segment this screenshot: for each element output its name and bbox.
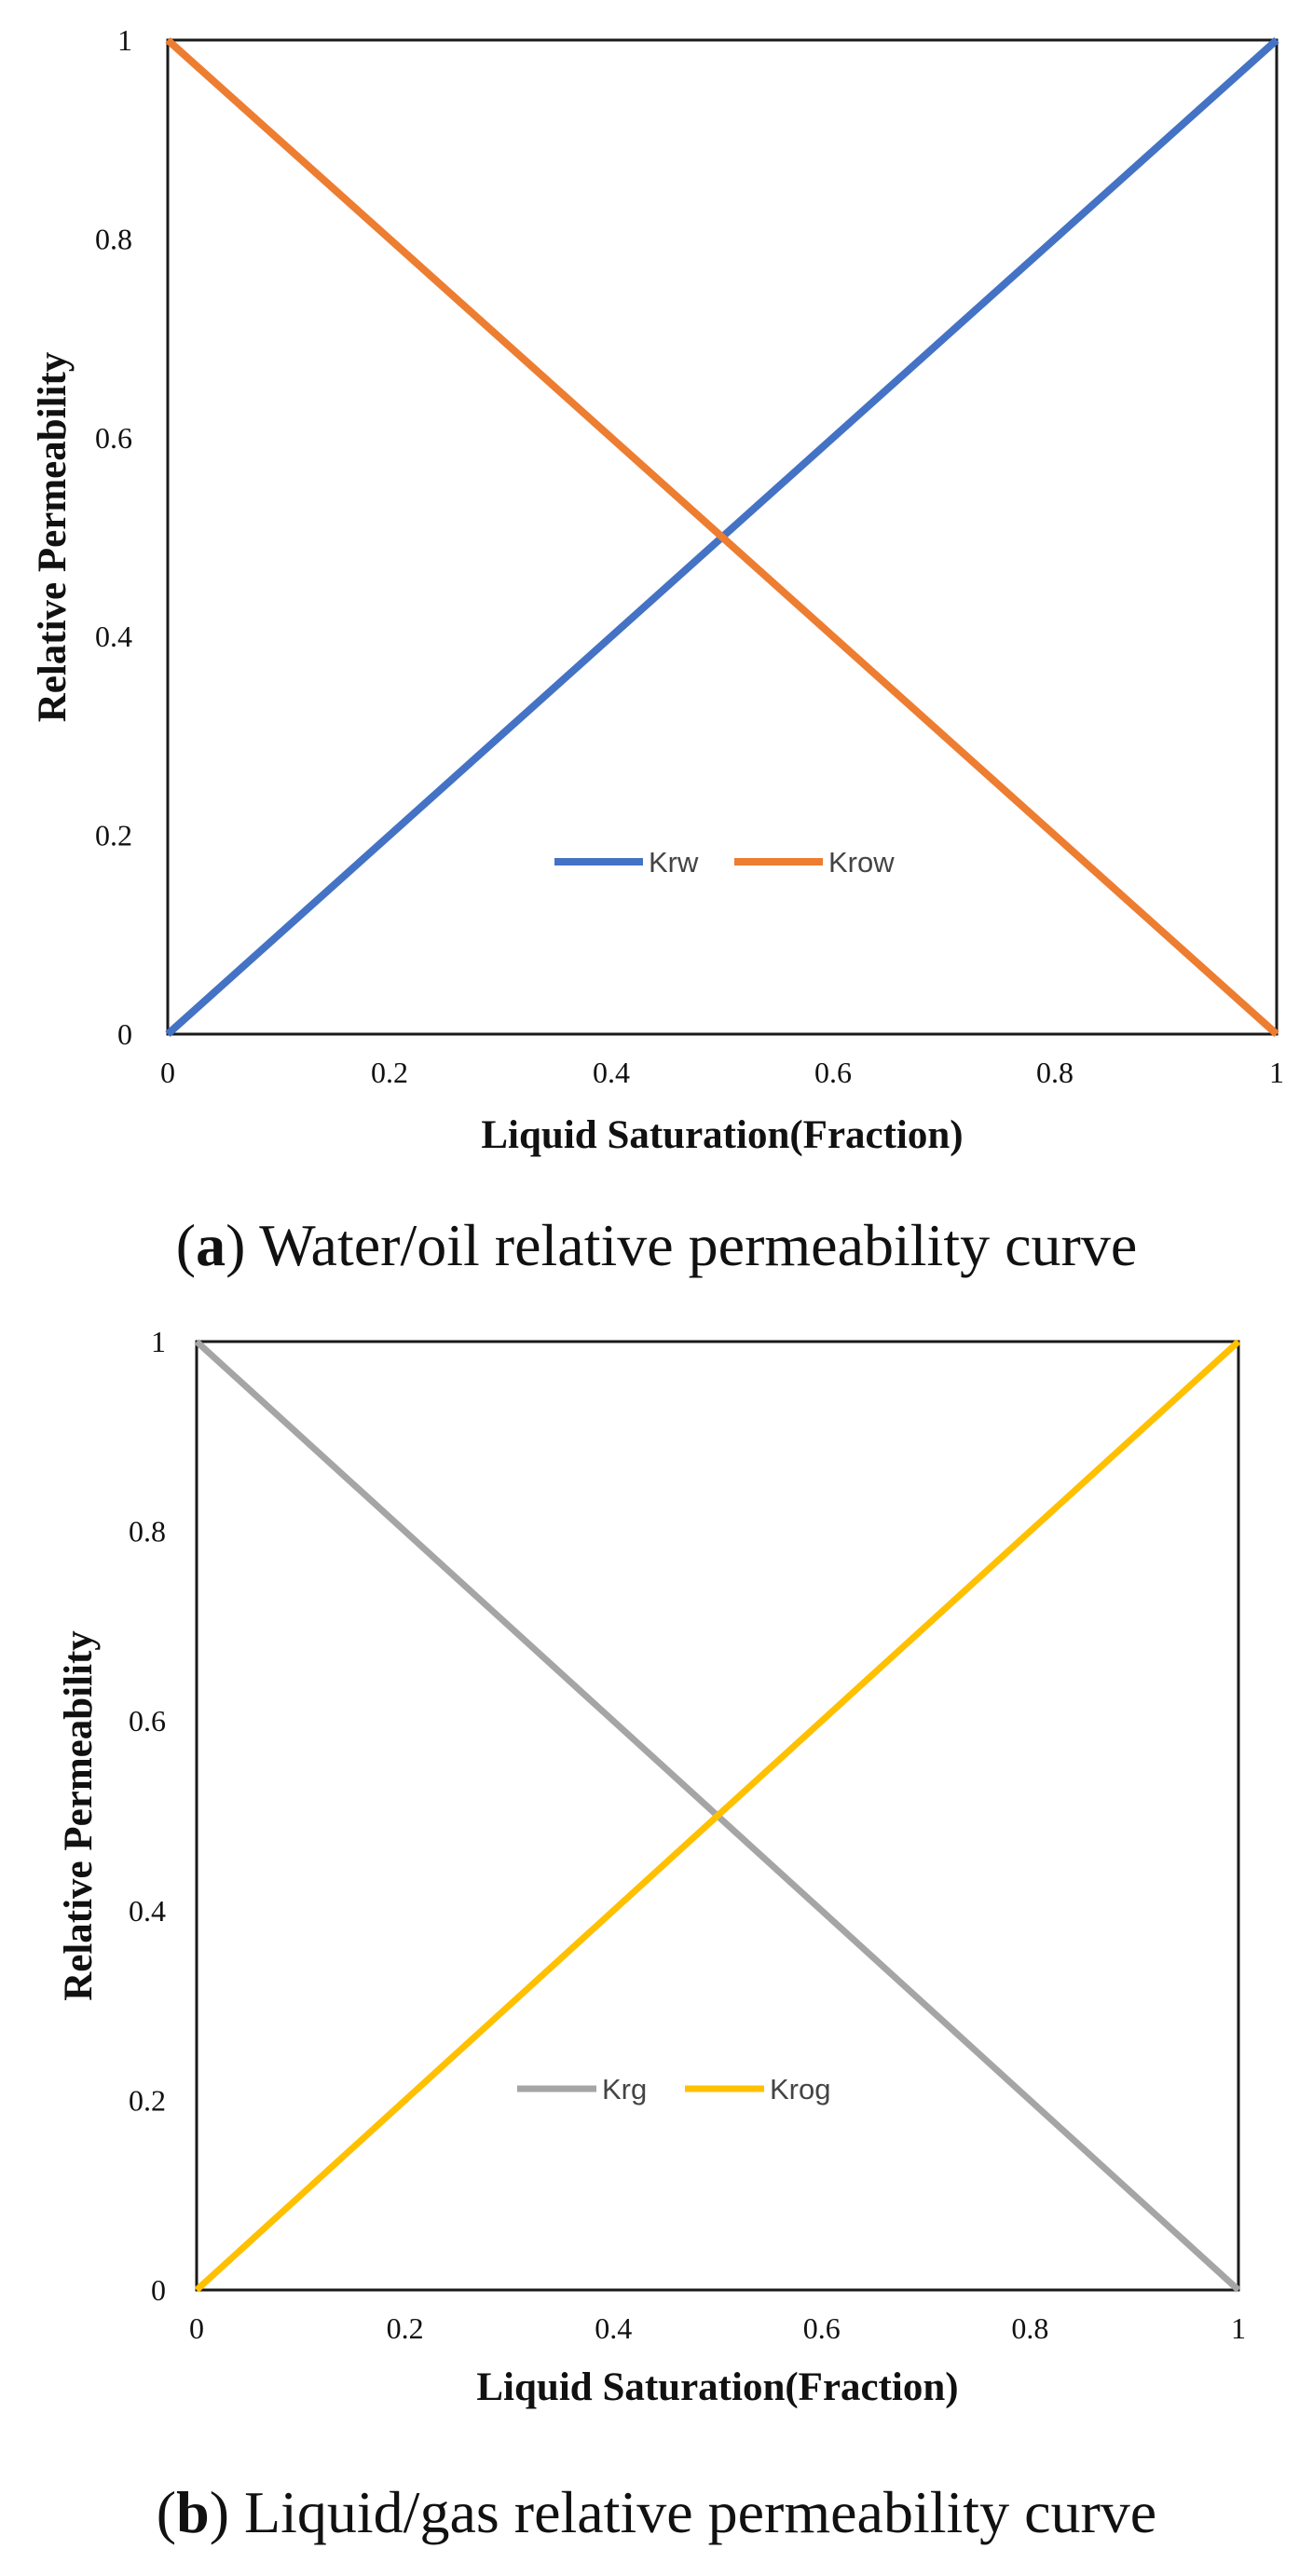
y-tick-label: 0 bbox=[151, 2273, 166, 2307]
plot-area-frame bbox=[166, 38, 1279, 1036]
x-tick-label: 0.8 bbox=[1036, 1056, 1074, 1089]
caption-a-letter: a bbox=[196, 1212, 226, 1278]
y-tick-label: 0 bbox=[117, 1017, 132, 1051]
x-tick-label: 0.2 bbox=[371, 1056, 408, 1089]
y-tick-label: 0.6 bbox=[95, 421, 132, 455]
y-tick-label: 0.2 bbox=[129, 2083, 166, 2117]
chart-a-water-oil: 0 0.2 0.4 0.6 0.8 1 0 0.2 0.4 0.6 0.8 1 Liquid Satur… bbox=[31, 23, 1284, 1157]
x-tick-label: 0.6 bbox=[803, 2311, 841, 2345]
caption-a-text: ) Water/oil relative permeability curve bbox=[226, 1212, 1138, 1278]
caption-b-text: ) Liquid/gas relative permeability curve bbox=[209, 2479, 1157, 2545]
y-tick-label: 0.4 bbox=[129, 1894, 166, 1928]
x-tick-label: 0.6 bbox=[814, 1056, 852, 1089]
x-tick-label: 1 bbox=[1231, 2311, 1246, 2345]
x-tick-label: 0.2 bbox=[387, 2311, 424, 2345]
x-axis-title: Liquid Saturation(Fraction) bbox=[481, 1113, 963, 1157]
y-tick-label: 0.2 bbox=[95, 819, 132, 852]
y-tick-label: 0.6 bbox=[129, 1704, 166, 1738]
caption-b-letter: b bbox=[176, 2479, 210, 2545]
legend-label-krog: Krog bbox=[770, 2073, 830, 2106]
plot-area-frame bbox=[195, 1340, 1240, 2292]
legend-label-krow: Krow bbox=[828, 846, 895, 879]
legend-label-krg: Krg bbox=[602, 2073, 647, 2106]
y-tick-label: 0.4 bbox=[95, 620, 132, 653]
caption-a: (a) Water/oil relative permeability curv… bbox=[175, 1212, 1138, 1278]
legend-label-krw: Krw bbox=[649, 846, 699, 879]
chart-b-liquid-gas: 0 0.2 0.4 0.6 0.8 1 0 0.2 0.4 0.6 0.8 1 Liquid Satur… bbox=[57, 1325, 1246, 2409]
x-tick-label: 0 bbox=[189, 2311, 204, 2345]
y-axis-title: Relative Permeability bbox=[31, 351, 75, 722]
y-tick-label: 0.8 bbox=[129, 1515, 166, 1548]
x-tick-label: 0.4 bbox=[595, 2311, 632, 2345]
x-tick-label: 0.8 bbox=[1011, 2311, 1048, 2345]
caption-b: (b) Liquid/gas relative permeability cur… bbox=[156, 2479, 1157, 2545]
x-axis-title: Liquid Saturation(Fraction) bbox=[476, 2365, 958, 2409]
series-line-krow bbox=[165, 37, 1279, 1037]
y-tick-label: 1 bbox=[151, 1325, 166, 1358]
series-line-krog bbox=[194, 1339, 1241, 2293]
y-tick-label: 1 bbox=[117, 23, 132, 57]
x-tick-label: 0 bbox=[160, 1056, 175, 1089]
y-axis-title: Relative Permeability bbox=[57, 1630, 101, 2001]
y-tick-label: 0.8 bbox=[95, 222, 132, 255]
x-tick-label: 1 bbox=[1269, 1056, 1284, 1089]
x-tick-label: 0.4 bbox=[593, 1056, 630, 1089]
